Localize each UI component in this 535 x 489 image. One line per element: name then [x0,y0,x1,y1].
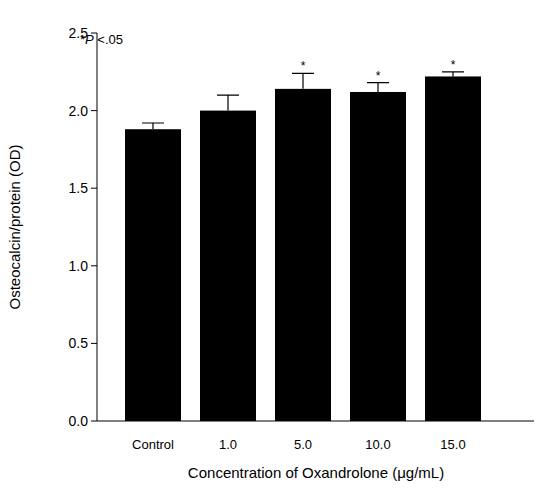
chart: ***0.00.51.01.52.02.5Control1.05.010.015… [0,0,535,489]
error-bar [142,123,164,129]
y-tick [91,343,97,344]
annotation-part: P [85,32,94,47]
x-tick-label: 5.0 [294,437,312,452]
error-bar [292,73,314,89]
x-tick-label: Control [132,437,174,452]
significance-star: * [451,58,456,72]
x-tick-label: 10.0 [365,437,390,452]
x-tick-label: 1.0 [219,437,237,452]
y-tick-label: 0.0 [69,413,89,429]
bar [275,89,331,421]
bar [200,111,256,421]
y-tick [91,421,97,422]
y-tick-label: 0.5 [69,335,89,351]
x-axis-label: Concentration of Oxandrolone (μg/mL) [188,464,444,481]
bar [350,92,406,421]
significance-star: * [301,59,306,73]
error-bar [367,83,389,92]
x-tick-label: 15.0 [440,437,465,452]
error-bar [442,72,464,77]
annotation: *P <.05 [80,32,123,47]
y-tick-label: 2.0 [69,103,89,119]
x-axis [97,421,534,422]
annotation-part: <.05 [94,32,123,47]
y-tick-label: 1.5 [69,180,89,196]
y-axis [97,33,98,421]
error-bar [217,95,239,111]
y-tick [91,110,97,111]
y-tick-label: 1.0 [69,258,89,274]
y-axis-label: Osteocalcin/protein (OD) [6,144,23,309]
y-tick [91,265,97,266]
bar [125,129,181,421]
bars [125,72,481,421]
bar [425,76,481,421]
y-tick [91,188,97,189]
significance-star: * [376,69,381,83]
